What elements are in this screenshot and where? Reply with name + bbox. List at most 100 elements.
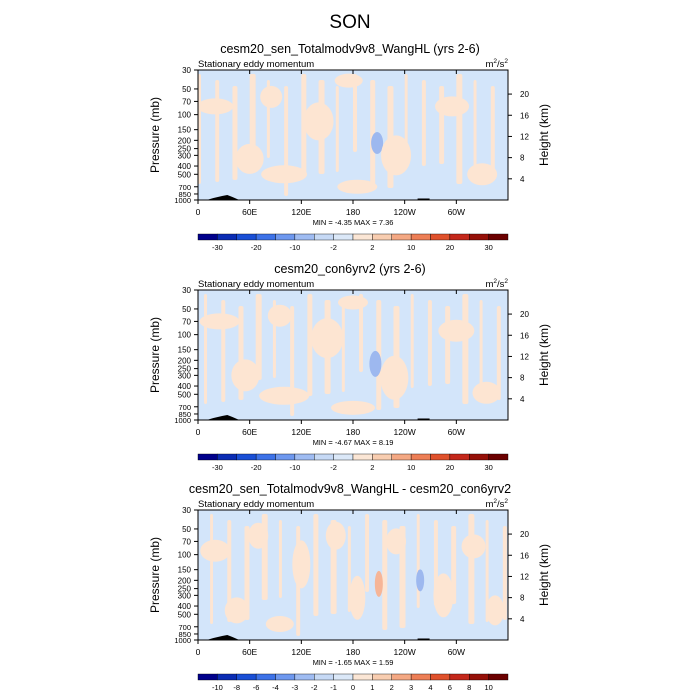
y-tick-label: 30 bbox=[182, 286, 191, 295]
colorbar-swatch bbox=[217, 233, 237, 241]
positive-contour bbox=[267, 304, 292, 327]
x-tick-label: 120E bbox=[291, 647, 311, 657]
x-tick-label: 60E bbox=[242, 207, 257, 217]
y-tick-label: 70 bbox=[182, 537, 191, 546]
units-label: m2/s2 bbox=[485, 498, 508, 510]
positive-contour bbox=[231, 359, 260, 392]
colorbar-label: -4 bbox=[272, 683, 279, 692]
positive-band bbox=[485, 520, 489, 622]
colorbar-swatch bbox=[488, 233, 509, 241]
y-tick-label: 700 bbox=[178, 403, 191, 412]
positive-contour bbox=[331, 400, 375, 415]
positive-contour bbox=[486, 595, 505, 626]
colorbar-swatch bbox=[372, 673, 392, 681]
colorbar-swatch bbox=[352, 673, 373, 681]
colorbar-swatch bbox=[333, 673, 354, 681]
y-tick-label: 70 bbox=[182, 317, 191, 326]
colorbar-swatch bbox=[314, 673, 334, 681]
y-tick-label: 700 bbox=[178, 623, 191, 632]
x-tick-label: 60W bbox=[448, 647, 465, 657]
positive-band bbox=[462, 294, 469, 404]
panel-title: cesm20_sen_Totalmodv9v8_WangHL (yrs 2-6) bbox=[220, 42, 480, 56]
positive-band bbox=[456, 74, 463, 184]
positive-band bbox=[421, 80, 426, 166]
positive-contour bbox=[199, 313, 240, 330]
x-tick-label: 180 bbox=[346, 647, 360, 657]
positive-contour bbox=[325, 521, 346, 550]
positive-band bbox=[445, 306, 451, 384]
height-tick-label: 20 bbox=[520, 530, 529, 539]
panel-title: cesm20_con6yrv2 (yrs 2-6) bbox=[274, 262, 425, 276]
chart-panel-2: cesm20_con6yrv2 (yrs 2-6) Stationary eddy… bbox=[148, 262, 551, 472]
positive-band bbox=[410, 294, 414, 388]
x-tick-label: 120W bbox=[394, 207, 416, 217]
colorbar-label: 10 bbox=[484, 683, 492, 692]
colorbar-swatch bbox=[217, 673, 237, 681]
y-tick-label: 400 bbox=[178, 382, 192, 391]
positive-band bbox=[198, 74, 201, 184]
colorbar-label: 0 bbox=[351, 683, 355, 692]
negative-contour bbox=[416, 569, 425, 592]
positive-contour bbox=[334, 73, 363, 88]
colorbar-label: -10 bbox=[212, 683, 223, 692]
colorbar-swatch bbox=[275, 673, 296, 681]
x-tick-label: 120E bbox=[291, 427, 311, 437]
colorbar-swatch bbox=[449, 453, 470, 461]
positive-contour bbox=[435, 96, 470, 117]
x-tick-label: 60W bbox=[448, 427, 465, 437]
colorbar-label: 20 bbox=[446, 243, 454, 252]
colorbar-label: -8 bbox=[233, 683, 240, 692]
colorbar-swatch bbox=[275, 453, 296, 461]
positive-contour bbox=[198, 98, 234, 115]
y-tick-label: 250 bbox=[178, 585, 192, 594]
y-tick-label: 70 bbox=[182, 97, 191, 106]
x-tick-label: 180 bbox=[346, 207, 360, 217]
minmax-label: MIN = -1.65 MAX = 1.59 bbox=[313, 658, 394, 667]
positive-contour bbox=[303, 102, 334, 141]
height-tick-label: 16 bbox=[520, 551, 529, 560]
y-tick-label: 500 bbox=[178, 390, 192, 399]
y-tick-label: 150 bbox=[178, 566, 192, 575]
positive-band bbox=[232, 86, 238, 180]
colorbar-swatch bbox=[236, 233, 257, 241]
colorbar-label: 2 bbox=[370, 463, 374, 472]
y-tick-label: 100 bbox=[178, 111, 192, 120]
colorbar-label: -6 bbox=[253, 683, 260, 692]
panel-subtitle: Stationary eddy momentum bbox=[198, 279, 314, 290]
height-tick-label: 4 bbox=[520, 615, 525, 624]
colorbar-label: 30 bbox=[484, 463, 492, 472]
height-tick-label: 8 bbox=[520, 594, 525, 603]
y-tick-label: 250 bbox=[178, 365, 192, 374]
y-axis-right-label: Height (km) bbox=[537, 544, 551, 606]
height-tick-label: 4 bbox=[520, 175, 525, 184]
colorbar-swatch bbox=[372, 453, 392, 461]
colorbar-swatch bbox=[294, 233, 315, 241]
colorbar-swatch bbox=[255, 453, 276, 461]
positive-band bbox=[341, 306, 345, 392]
y-axis-label: Pressure (mb) bbox=[148, 537, 162, 613]
colorbar-swatch bbox=[410, 673, 431, 681]
chart-panel-1: cesm20_sen_Totalmodv9v8_WangHL (yrs 2-6)… bbox=[148, 42, 551, 252]
units-label: m2/s2 bbox=[485, 58, 508, 70]
y-tick-label: 1000 bbox=[174, 636, 191, 645]
height-tick-label: 8 bbox=[520, 374, 525, 383]
x-tick-label: 120W bbox=[394, 427, 416, 437]
colorbar-label: 10 bbox=[407, 243, 415, 252]
positive-contour bbox=[349, 575, 366, 620]
y-tick-label: 100 bbox=[178, 331, 192, 340]
y-axis-label: Pressure (mb) bbox=[148, 317, 162, 393]
colorbar-label: 1 bbox=[370, 683, 374, 692]
positive-band bbox=[335, 86, 339, 172]
colorbar: -30 -20 -10 -2 2 10 20 30 bbox=[197, 453, 509, 472]
topography-mask bbox=[206, 415, 240, 420]
minmax-label: MIN = -4.35 MAX = 7.36 bbox=[313, 218, 394, 227]
positive-band bbox=[307, 294, 313, 396]
positive-contour bbox=[338, 295, 368, 310]
minmax-label: MIN = -4.67 MAX = 8.19 bbox=[313, 438, 394, 447]
colorbar-swatch bbox=[333, 233, 354, 241]
y-tick-label: 30 bbox=[182, 66, 191, 75]
positive-band bbox=[468, 514, 475, 624]
y-tick-label: 50 bbox=[182, 305, 191, 314]
y-tick-label: 200 bbox=[178, 356, 192, 365]
x-tick-label: 120E bbox=[291, 207, 311, 217]
